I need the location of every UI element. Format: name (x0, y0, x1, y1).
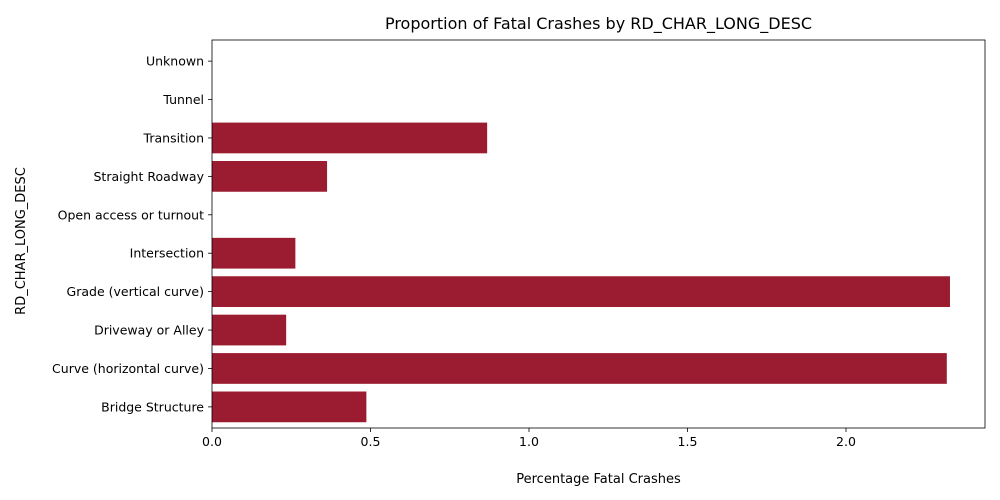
y-tick-label: Curve (horizontal curve) (52, 361, 204, 376)
x-tick-label: 1.5 (678, 434, 698, 449)
bar (212, 122, 488, 154)
y-tick-label: Open access or turnout (58, 207, 204, 222)
x-tick-label: 0.5 (361, 434, 381, 449)
chart-title: Proportion of Fatal Crashes by RD_CHAR_L… (385, 14, 812, 34)
x-axis-title: Percentage Fatal Crashes (516, 472, 681, 487)
bar (212, 391, 367, 423)
y-axis-title: RD_CHAR_LONG_DESC (14, 167, 29, 315)
y-tick-label: Driveway or Alley (94, 323, 205, 338)
x-tick-label: 1.0 (519, 434, 539, 449)
y-tick-label: Tunnel (162, 92, 204, 107)
y-tick-label: Grade (vertical curve) (67, 284, 204, 299)
y-tick-label: Transition (143, 130, 204, 145)
x-tick-label: 2.0 (836, 434, 856, 449)
y-tick-label: Bridge Structure (101, 399, 204, 414)
bar (212, 276, 950, 307)
y-tick-label: Unknown (146, 54, 204, 69)
bar (212, 237, 296, 269)
bar (212, 161, 328, 192)
axes-frame (211, 39, 986, 429)
bar (212, 314, 287, 346)
y-tick-label: Intersection (130, 246, 204, 261)
plot-area: Bridge Structure Curve (horizontal curve)… (52, 39, 986, 449)
bar (212, 353, 947, 384)
y-tick-label: Straight Roadway (94, 169, 205, 184)
x-tick-label: 0.0 (202, 434, 222, 449)
